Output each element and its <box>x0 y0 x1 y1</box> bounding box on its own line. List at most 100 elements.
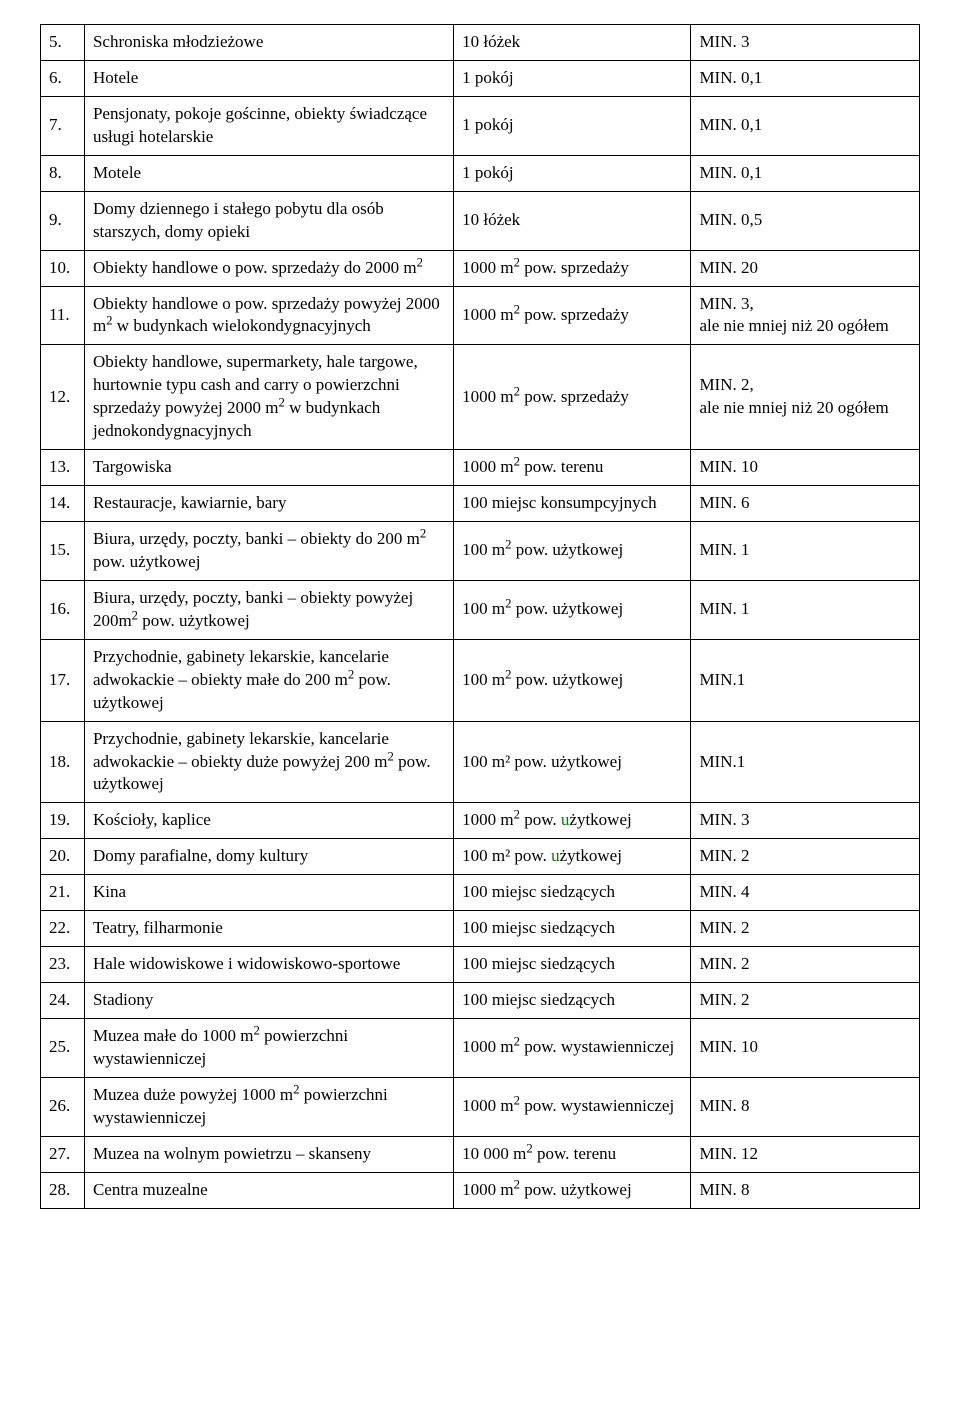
table-row: 8.Motele1 pokójMIN. 0,1 <box>41 155 920 191</box>
row-description: Przychodnie, gabinety lekarskie, kancela… <box>84 639 453 721</box>
row-description: Obiekty handlowe, supermarkety, hale tar… <box>84 345 453 450</box>
table-row: 14.Restauracje, kawiarnie, bary100 miejs… <box>41 486 920 522</box>
row-number: 9. <box>41 191 85 250</box>
row-number: 13. <box>41 450 85 486</box>
table-row: 6.Hotele1 pokójMIN. 0,1 <box>41 60 920 96</box>
row-number: 11. <box>41 286 85 345</box>
row-description: Targowiska <box>84 450 453 486</box>
row-min: MIN. 0,1 <box>691 155 920 191</box>
row-unit: 100 miejsc siedzących <box>454 875 691 911</box>
row-number: 26. <box>41 1077 85 1136</box>
table-row: 21.Kina100 miejsc siedzącychMIN. 4 <box>41 875 920 911</box>
row-unit: 10 łóżek <box>454 25 691 61</box>
row-min: MIN.1 <box>691 721 920 803</box>
row-number: 6. <box>41 60 85 96</box>
row-unit: 10 łóżek <box>454 191 691 250</box>
row-description: Muzea małe do 1000 m2 powierzchni wystaw… <box>84 1019 453 1078</box>
row-min: MIN. 3 <box>691 803 920 839</box>
table-row: 24.Stadiony100 miejsc siedzącychMIN. 2 <box>41 983 920 1019</box>
row-min: MIN. 2 <box>691 911 920 947</box>
row-min: MIN. 6 <box>691 486 920 522</box>
row-min: MIN. 0,5 <box>691 191 920 250</box>
table-row: 11.Obiekty handlowe o pow. sprzedaży pow… <box>41 286 920 345</box>
row-description: Domy dziennego i stałego pobytu dla osób… <box>84 191 453 250</box>
row-unit: 100 m² pow. użytkowej <box>454 839 691 875</box>
row-min: MIN. 2 <box>691 983 920 1019</box>
table-row: 25.Muzea małe do 1000 m2 powierzchni wys… <box>41 1019 920 1078</box>
row-unit: 100 m² pow. użytkowej <box>454 721 691 803</box>
row-description: Hotele <box>84 60 453 96</box>
row-number: 28. <box>41 1172 85 1208</box>
table-row: 16.Biura, urzędy, poczty, banki – obiekt… <box>41 580 920 639</box>
row-description: Centra muzealne <box>84 1172 453 1208</box>
row-description: Pensjonaty, pokoje gościnne, obiekty świ… <box>84 96 453 155</box>
row-unit: 1 pokój <box>454 60 691 96</box>
table-row: 9.Domy dziennego i stałego pobytu dla os… <box>41 191 920 250</box>
table-row: 17.Przychodnie, gabinety lekarskie, kanc… <box>41 639 920 721</box>
table-row: 28.Centra muzealne1000 m2 pow. użytkowej… <box>41 1172 920 1208</box>
row-min: MIN. 4 <box>691 875 920 911</box>
row-min: MIN. 2 <box>691 947 920 983</box>
row-min: MIN. 10 <box>691 450 920 486</box>
row-unit: 1 pokój <box>454 155 691 191</box>
row-unit: 100 m2 pow. użytkowej <box>454 580 691 639</box>
row-unit: 100 miejsc siedzących <box>454 911 691 947</box>
row-unit: 1000 m2 pow. użytkowej <box>454 1172 691 1208</box>
row-min: MIN. 8 <box>691 1172 920 1208</box>
row-number: 24. <box>41 983 85 1019</box>
row-unit: 1 pokój <box>454 96 691 155</box>
row-number: 27. <box>41 1136 85 1172</box>
row-unit: 100 m2 pow. użytkowej <box>454 522 691 581</box>
row-number: 19. <box>41 803 85 839</box>
row-min: MIN. 12 <box>691 1136 920 1172</box>
table-body: 5.Schroniska młodzieżowe10 łóżekMIN. 36.… <box>41 25 920 1209</box>
row-number: 17. <box>41 639 85 721</box>
row-number: 7. <box>41 96 85 155</box>
row-unit: 100 miejsc konsumpcyjnych <box>454 486 691 522</box>
row-description: Biura, urzędy, poczty, banki – obiekty d… <box>84 522 453 581</box>
row-min: MIN. 2,ale nie mniej niż 20 ogółem <box>691 345 920 450</box>
row-number: 10. <box>41 250 85 286</box>
table-row: 23.Hale widowiskowe i widowiskowo-sporto… <box>41 947 920 983</box>
row-description: Stadiony <box>84 983 453 1019</box>
table-row: 12.Obiekty handlowe, supermarkety, hale … <box>41 345 920 450</box>
row-description: Obiekty handlowe o pow. sprzedaży do 200… <box>84 250 453 286</box>
row-number: 14. <box>41 486 85 522</box>
row-min: MIN. 20 <box>691 250 920 286</box>
table-row: 10.Obiekty handlowe o pow. sprzedaży do … <box>41 250 920 286</box>
table-row: 22.Teatry, filharmonie100 miejsc siedząc… <box>41 911 920 947</box>
row-number: 12. <box>41 345 85 450</box>
row-number: 25. <box>41 1019 85 1078</box>
row-description: Muzea duże powyżej 1000 m2 powierzchni w… <box>84 1077 453 1136</box>
row-description: Domy parafialne, domy kultury <box>84 839 453 875</box>
row-description: Teatry, filharmonie <box>84 911 453 947</box>
row-min: MIN.1 <box>691 639 920 721</box>
row-unit: 1000 m2 pow. sprzedaży <box>454 345 691 450</box>
table-row: 27.Muzea na wolnym powietrzu – skanseny1… <box>41 1136 920 1172</box>
row-unit: 1000 m2 pow. terenu <box>454 450 691 486</box>
table-row: 26.Muzea duże powyżej 1000 m2 powierzchn… <box>41 1077 920 1136</box>
row-number: 8. <box>41 155 85 191</box>
row-unit: 1000 m2 pow. wystawienniczej <box>454 1019 691 1078</box>
row-min: MIN. 0,1 <box>691 96 920 155</box>
row-min: MIN. 10 <box>691 1019 920 1078</box>
table-row: 7.Pensjonaty, pokoje gościnne, obiekty ś… <box>41 96 920 155</box>
row-number: 16. <box>41 580 85 639</box>
table-row: 18.Przychodnie, gabinety lekarskie, kanc… <box>41 721 920 803</box>
table-row: 15.Biura, urzędy, poczty, banki – obiekt… <box>41 522 920 581</box>
row-min: MIN. 1 <box>691 580 920 639</box>
table-row: 13.Targowiska1000 m2 pow. terenuMIN. 10 <box>41 450 920 486</box>
row-min: MIN. 8 <box>691 1077 920 1136</box>
row-description: Hale widowiskowe i widowiskowo-sportowe <box>84 947 453 983</box>
row-number: 22. <box>41 911 85 947</box>
row-min: MIN. 1 <box>691 522 920 581</box>
row-description: Obiekty handlowe o pow. sprzedaży powyże… <box>84 286 453 345</box>
row-number: 5. <box>41 25 85 61</box>
row-unit: 100 miejsc siedzących <box>454 983 691 1019</box>
row-min: MIN. 0,1 <box>691 60 920 96</box>
row-unit: 1000 m2 pow. wystawienniczej <box>454 1077 691 1136</box>
row-number: 21. <box>41 875 85 911</box>
row-number: 15. <box>41 522 85 581</box>
row-description: Restauracje, kawiarnie, bary <box>84 486 453 522</box>
table-row: 5.Schroniska młodzieżowe10 łóżekMIN. 3 <box>41 25 920 61</box>
